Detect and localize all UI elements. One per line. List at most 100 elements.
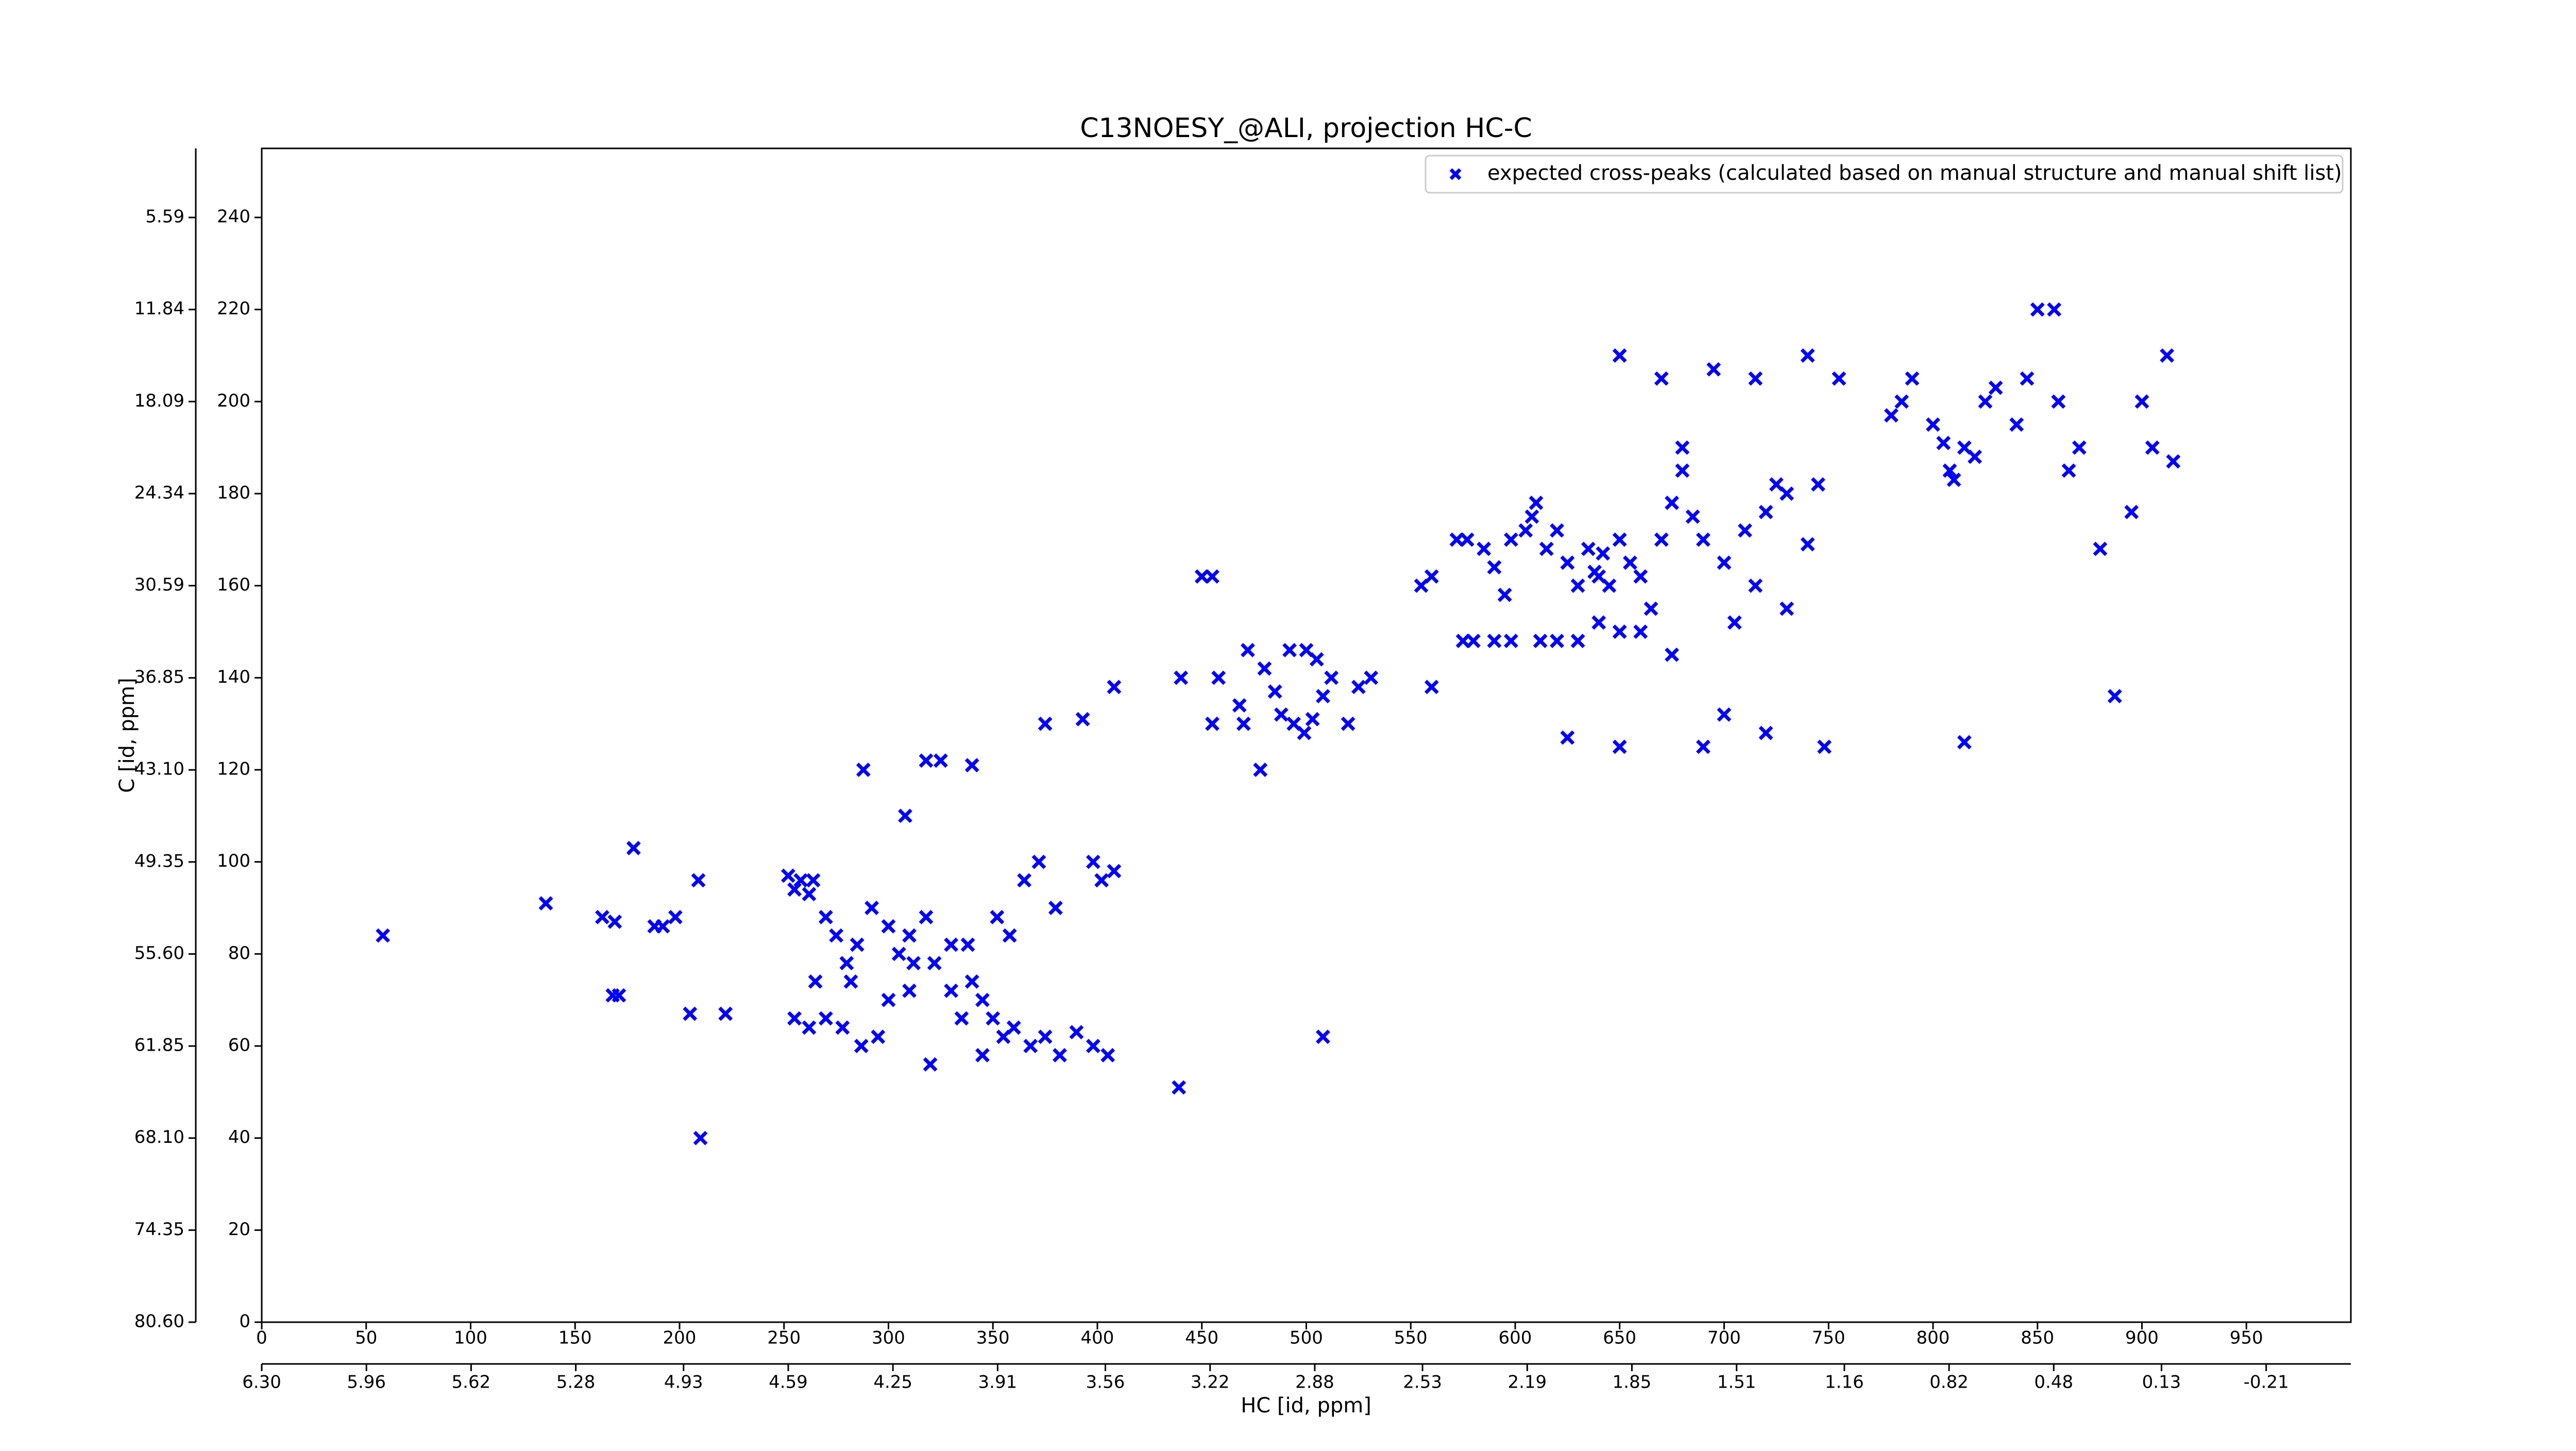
cross-peak [919, 753, 934, 768]
cross-peak [1107, 864, 1122, 879]
cross-peak [975, 1048, 990, 1062]
y-tick-label: 120 [217, 759, 250, 780]
cross-peak [1364, 670, 1379, 685]
cross-peak [839, 956, 854, 971]
cross-peak [1780, 486, 1794, 501]
cross-peak [781, 868, 795, 883]
cross-peak [1351, 680, 1366, 695]
y-tick-label: 100 [217, 851, 250, 871]
cross-peak [1591, 569, 1606, 584]
cross-peak [2072, 440, 2087, 455]
cross-peak [1968, 449, 1982, 464]
cross-peak [856, 763, 871, 777]
cross-peak [1780, 601, 1794, 616]
cross-peak [891, 947, 906, 961]
cross-peak [1211, 670, 1226, 685]
cross-peak [1591, 615, 1606, 630]
cross-peak [927, 956, 942, 971]
cross-peak [1424, 569, 1439, 584]
cross-peak [1675, 463, 1690, 478]
x2-tick-label: 5.96 [347, 1372, 386, 1393]
cross-peak [1487, 633, 1502, 648]
cross-peak [1297, 726, 1312, 740]
cross-peak [1894, 394, 1909, 409]
cross-peak [1957, 735, 1972, 750]
y-tick-label: 240 [217, 207, 250, 227]
cross-peak [595, 909, 609, 924]
cross-peak [2061, 463, 2076, 478]
y-tick-label: 220 [217, 298, 250, 319]
x-tick-label: 0 [256, 1328, 267, 1348]
y2-tick-label: 18.09 [134, 391, 184, 411]
cross-peak [1758, 726, 1773, 740]
cross-peak [1477, 542, 1492, 556]
cross-peak [626, 840, 641, 855]
cross-peak [990, 909, 1005, 924]
cross-peak [1038, 1030, 1053, 1044]
legend-label: expected cross-peaks (calculated based o… [1487, 161, 2342, 185]
cross-peak [1550, 523, 1565, 538]
cross-peak [1518, 523, 1533, 538]
cross-peak [1675, 440, 1690, 455]
cross-peak [808, 974, 823, 989]
cross-peak [906, 956, 921, 971]
cross-peak [1654, 371, 1669, 386]
cross-peak [1738, 523, 1752, 538]
cross-peak [1257, 661, 1272, 676]
x-tick-label: 700 [1707, 1328, 1741, 1348]
cross-peak [1094, 873, 1109, 888]
x2-tick-label: 2.53 [1403, 1372, 1442, 1393]
cross-peak [1497, 587, 1512, 602]
y-tick-label: 0 [239, 1311, 250, 1332]
cross-peak [1174, 670, 1189, 685]
cross-peak [691, 873, 706, 888]
cross-peak [902, 983, 917, 998]
y2-tick-label: 11.84 [134, 298, 184, 319]
cross-peak [1205, 569, 1219, 584]
cross-peak [1460, 532, 1475, 547]
cross-peak [996, 1030, 1011, 1044]
cross-peak [964, 758, 979, 773]
x-tick-label: 650 [1603, 1328, 1636, 1348]
y-tick-label: 140 [217, 667, 250, 687]
y2-tick-label: 36.85 [134, 667, 184, 687]
cross-peak [944, 937, 959, 952]
cross-peak [1800, 348, 1815, 363]
cross-peak [2030, 302, 2045, 317]
cross-peak [919, 909, 934, 924]
y2-tick-label: 68.10 [134, 1127, 184, 1148]
cross-peak [2020, 371, 2035, 386]
x-tick-label: 850 [2021, 1328, 2054, 1348]
cross-peak [1267, 684, 1282, 699]
x2-tick-label: -0.21 [2244, 1372, 2289, 1393]
cross-peak [1612, 739, 1627, 754]
x-tick-label: 450 [1185, 1328, 1218, 1348]
cross-peak [1023, 1039, 1038, 1053]
chart-title: C13NOESY_@ALI, projection HC-C [1080, 113, 1532, 144]
cross-peak [2009, 417, 2024, 432]
y-tick-label: 160 [217, 575, 250, 595]
cross-peak [1717, 707, 1732, 722]
cross-peak [1957, 440, 1972, 455]
cross-peak [1706, 362, 1721, 377]
x2-tick-label: 1.16 [1825, 1372, 1864, 1393]
cross-peak [693, 1131, 708, 1145]
cross-peak [2145, 440, 2160, 455]
x-tick-label: 350 [976, 1328, 1010, 1348]
y2-tick-label: 24.34 [134, 482, 184, 503]
cross-peak [787, 882, 802, 897]
cross-peak [1570, 578, 1585, 593]
cross-peak [806, 873, 821, 888]
cross-peak [960, 937, 975, 952]
y-tick-label: 200 [217, 391, 250, 411]
cross-peak [1466, 633, 1481, 648]
cross-peak [538, 896, 553, 911]
x-tick-label: 400 [1081, 1328, 1114, 1348]
cross-peak [1942, 463, 1957, 478]
cross-peak [1800, 537, 1815, 552]
cross-peak [1194, 569, 1209, 584]
cross-peak [2047, 302, 2062, 317]
cross-peak [1086, 854, 1100, 869]
cross-peak [1048, 901, 1063, 915]
x-tick-label: 100 [454, 1328, 487, 1348]
